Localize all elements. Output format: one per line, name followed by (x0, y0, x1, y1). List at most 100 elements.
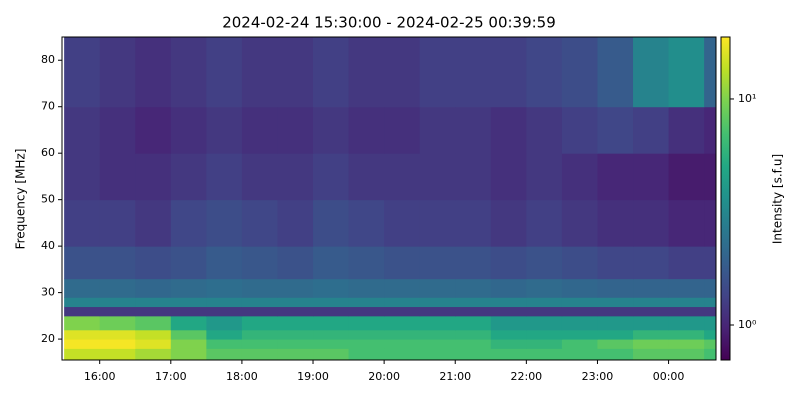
heatmap-cell (170, 306, 207, 317)
heatmap-cell (455, 37, 492, 108)
heatmap-cell (490, 278, 527, 298)
heatmap-cell (526, 329, 563, 340)
x-tick-label: 19:00 (297, 370, 329, 383)
heatmap-cell (561, 348, 598, 361)
colorbar-label: Intensity [s.f.u] (771, 154, 785, 244)
heatmap-cell (419, 37, 456, 108)
heatmap-cell (206, 106, 243, 154)
heatmap-cell (206, 315, 243, 331)
heatmap-cell (64, 339, 101, 349)
heatmap-cell (384, 37, 421, 108)
heatmap-cell (99, 278, 136, 298)
heatmap-cell (313, 315, 350, 331)
x-tick-label: 23:00 (582, 370, 614, 383)
heatmap (64, 37, 717, 361)
y-tick-label: 20 (41, 332, 55, 345)
heatmap-cell (241, 329, 278, 340)
heatmap-cell (704, 329, 717, 340)
heatmap-cell (206, 199, 243, 247)
heatmap-cell (455, 306, 492, 317)
heatmap-cell (490, 37, 527, 108)
heatmap-cell (277, 339, 314, 349)
heatmap-cell (384, 306, 421, 317)
heatmap-cell (384, 329, 421, 340)
heatmap-cell (668, 306, 705, 317)
heatmap-cell (490, 297, 527, 308)
heatmap-cell (135, 246, 172, 280)
heatmap-cell (668, 106, 705, 154)
heatmap-cell (348, 315, 385, 331)
heatmap-cell (64, 329, 101, 340)
heatmap-cell (490, 199, 527, 247)
heatmap-cell (241, 315, 278, 331)
heatmap-cell (313, 246, 350, 280)
heatmap-cell (668, 153, 705, 201)
heatmap-cell (419, 106, 456, 154)
heatmap-cell (64, 153, 101, 201)
heatmap-cell (419, 246, 456, 280)
heatmap-cell (668, 348, 705, 361)
heatmap-cell (64, 246, 101, 280)
y-tick-label: 30 (41, 286, 55, 299)
heatmap-cell (384, 348, 421, 361)
heatmap-cell (64, 106, 101, 154)
heatmap-cell (135, 37, 172, 108)
heatmap-cell (526, 306, 563, 317)
heatmap-cell (99, 199, 136, 247)
heatmap-cell (384, 315, 421, 331)
x-tick-label: 22:00 (510, 370, 542, 383)
y-axis-label: Frequency [MHz] (14, 149, 28, 250)
heatmap-cell (597, 278, 634, 298)
heatmap-cell (135, 339, 172, 349)
heatmap-cell (704, 278, 717, 298)
heatmap-cell (348, 297, 385, 308)
heatmap-cell (135, 297, 172, 308)
heatmap-cell (419, 297, 456, 308)
heatmap-cell (135, 315, 172, 331)
heatmap-cell (668, 278, 705, 298)
chart-title: 2024-02-24 15:30:00 - 2024-02-25 00:39:5… (222, 14, 556, 32)
heatmap-cell (348, 37, 385, 108)
heatmap-cell (597, 297, 634, 308)
heatmap-cell (419, 153, 456, 201)
heatmap-cell (277, 246, 314, 280)
heatmap-cell (313, 199, 350, 247)
heatmap-cell (135, 348, 172, 361)
heatmap-cell (561, 315, 598, 331)
heatmap-cell (633, 315, 670, 331)
heatmap-cell (64, 278, 101, 298)
x-tick-label: 18:00 (226, 370, 258, 383)
heatmap-cell (704, 297, 717, 308)
heatmap-cell (241, 106, 278, 154)
heatmap-cell (384, 246, 421, 280)
heatmap-cell (170, 199, 207, 247)
heatmap-cell (633, 329, 670, 340)
heatmap-cell (633, 278, 670, 298)
heatmap-cell (419, 278, 456, 298)
heatmap-cell (170, 329, 207, 340)
heatmap-cell (704, 315, 717, 331)
heatmap-cell (633, 153, 670, 201)
heatmap-cell (170, 37, 207, 108)
heatmap-cell (597, 306, 634, 317)
heatmap-cell (597, 106, 634, 154)
y-tick-label: 70 (41, 100, 55, 113)
heatmap-cell (633, 37, 670, 108)
heatmap-cell (704, 306, 717, 317)
heatmap-cell (348, 306, 385, 317)
heatmap-cell (490, 339, 527, 349)
heatmap-cell (99, 306, 136, 317)
heatmap-cell (490, 329, 527, 340)
colorbar-tick-label: 10¹ (738, 92, 756, 105)
y-tick-label: 40 (41, 239, 55, 252)
heatmap-cell (348, 246, 385, 280)
heatmap-cell (277, 315, 314, 331)
heatmap-cell (633, 339, 670, 349)
heatmap-cell (561, 37, 598, 108)
heatmap-cell (455, 315, 492, 331)
colorbar-tick-label: 10⁰ (738, 318, 757, 331)
heatmap-cell (561, 199, 598, 247)
heatmap-cell (526, 199, 563, 247)
heatmap-cell (597, 339, 634, 349)
heatmap-cell (704, 153, 717, 201)
